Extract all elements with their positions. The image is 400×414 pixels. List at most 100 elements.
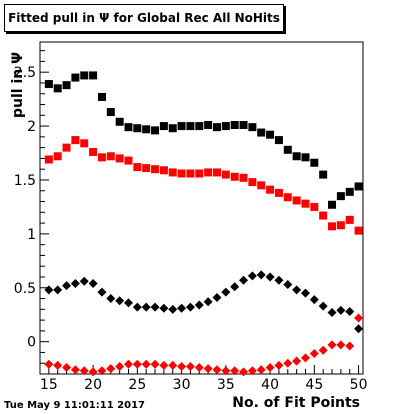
series-0-point	[168, 124, 177, 133]
series-2-point	[159, 303, 169, 313]
series-2-point	[230, 282, 240, 292]
series-1-point	[97, 153, 106, 162]
series-3-point	[327, 340, 337, 350]
series-0-point	[274, 136, 283, 145]
series-3-point	[265, 363, 275, 373]
series-1-point	[89, 147, 98, 156]
series-0-point	[257, 128, 266, 137]
series-3-point	[168, 360, 178, 370]
y-tick-label: 1.5	[14, 173, 36, 189]
series-2-point	[345, 306, 355, 316]
x-tick-label: 35	[217, 377, 235, 393]
series-1-point	[336, 221, 345, 230]
series-3-point	[88, 367, 98, 377]
series-1-point	[186, 169, 195, 178]
x-tick-label: 25	[128, 377, 146, 393]
series-0-point	[354, 182, 363, 191]
series-1-point	[266, 185, 275, 194]
series-2-point	[327, 308, 337, 318]
series-1-point	[133, 163, 142, 172]
series-3-point	[123, 359, 133, 369]
series-2-point	[354, 324, 364, 334]
series-3-point	[185, 361, 195, 371]
series-2-point	[212, 292, 222, 302]
series-0-point	[115, 117, 124, 126]
chart-title-box: Fitted pull in Ψ for Global Rec All NoHi…	[4, 4, 284, 32]
series-3-point	[62, 363, 72, 373]
series-1-point	[345, 215, 354, 224]
series-1-point	[328, 222, 337, 231]
series-0-point	[230, 121, 239, 129]
series-0-point	[310, 158, 319, 167]
series-2-point	[123, 298, 133, 308]
timestamp: Tue May 9 11:01:11 2017	[4, 400, 145, 411]
series-0-point	[97, 92, 106, 101]
series-0-point	[248, 123, 257, 132]
series-1-point	[44, 155, 53, 164]
series-0-point	[212, 123, 221, 132]
series-1-point	[310, 202, 319, 211]
series-2-point	[274, 275, 284, 285]
series-1-point	[274, 188, 283, 197]
series-0-point	[301, 153, 310, 162]
y-tick-label: 2	[27, 119, 36, 135]
series-0-point	[151, 126, 160, 135]
series-3-point	[345, 341, 355, 351]
series-2-point	[141, 302, 151, 312]
series-0-point	[319, 170, 328, 179]
series-0-point	[133, 124, 142, 133]
x-tick-label: 40	[261, 377, 279, 393]
series-1-point	[292, 196, 301, 205]
series-2-point	[106, 294, 116, 304]
series-1-point	[239, 173, 248, 182]
series-0-point	[106, 108, 115, 117]
series-2-point	[70, 278, 80, 288]
series-1-point	[221, 170, 230, 179]
series-3-point	[70, 365, 80, 375]
series-3-point	[159, 360, 169, 370]
series-2-point	[318, 301, 328, 311]
series-0-point	[221, 122, 230, 131]
series-1-point	[301, 199, 310, 208]
series-1-point	[142, 164, 151, 173]
series-0-point	[336, 192, 345, 201]
series-3-point	[274, 360, 284, 370]
series-1-point	[257, 181, 266, 190]
series-1-point	[230, 172, 239, 181]
y-tick-label: 0	[27, 335, 36, 351]
series-1-point	[177, 169, 186, 178]
series-2-point	[88, 278, 98, 288]
x-tick-label: 50	[350, 377, 368, 393]
x-axis-label: No. of Fit Points	[232, 395, 360, 411]
x-tick-label: 30	[173, 377, 191, 393]
series-1-point	[168, 168, 177, 177]
series-2-point	[97, 287, 107, 297]
series-2-point	[177, 303, 187, 313]
series-2-point	[53, 285, 63, 295]
series-0-point	[292, 152, 301, 161]
series-0-point	[124, 123, 133, 132]
series-0-point	[80, 71, 89, 80]
series-0-point	[53, 84, 62, 93]
series-1-point	[283, 193, 292, 202]
series-1-point	[106, 152, 115, 161]
series-1-point	[62, 143, 71, 152]
series-3-point	[336, 340, 346, 350]
x-tick-label: 45	[305, 377, 323, 393]
series-0-point	[186, 122, 195, 131]
series-2-point	[239, 275, 249, 285]
series-0-point	[204, 121, 213, 129]
series-1-point	[71, 136, 80, 145]
y-tick-label: 0.5	[14, 281, 36, 297]
chart-title: Fitted pull in Ψ for Global Rec All NoHi…	[8, 11, 280, 25]
series-1-point	[319, 211, 328, 220]
series-3-point	[292, 356, 302, 366]
series-3-point	[309, 349, 319, 359]
series-1-point	[212, 168, 221, 177]
series-0-point	[44, 80, 53, 89]
series-1-point	[354, 226, 363, 235]
y-tick-label: 2.5	[14, 65, 36, 81]
series-0-point	[266, 130, 275, 139]
series-1-point	[248, 178, 257, 187]
series-3-point	[194, 363, 204, 373]
